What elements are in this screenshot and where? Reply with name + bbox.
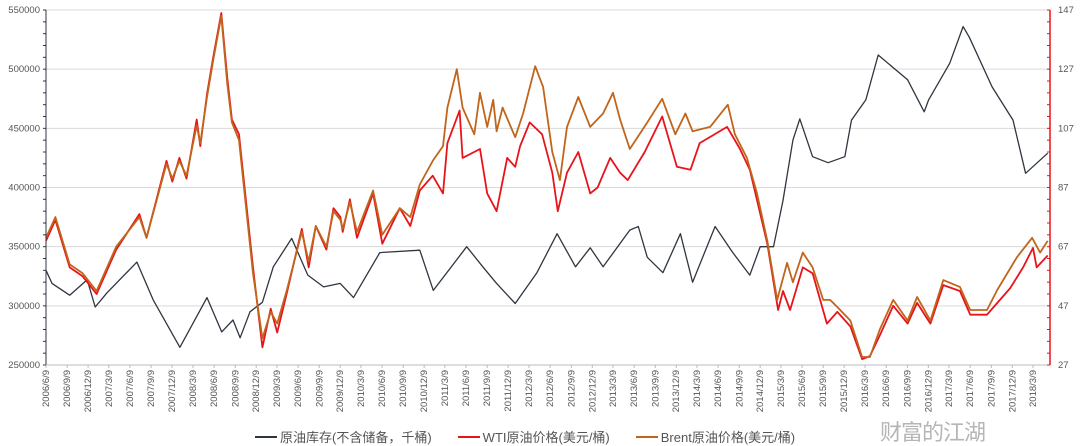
y-left-tick-label: 350000 bbox=[8, 242, 40, 253]
x-tick-label: 2016/12/9 bbox=[923, 370, 934, 412]
x-tick-label: 2017/12/9 bbox=[1007, 370, 1018, 412]
series-line-brent bbox=[45, 14, 1049, 358]
legend-item-wti: WTI原油价格(美元/桶) bbox=[457, 427, 610, 446]
y-left-tick-label: 400000 bbox=[8, 183, 40, 194]
x-tick-label: 2011/6/9 bbox=[461, 370, 472, 406]
x-tick-label: 2012/6/9 bbox=[545, 370, 556, 407]
x-tick-label: 2013/9/9 bbox=[650, 370, 661, 407]
y-left-tick-label: 550000 bbox=[8, 5, 40, 16]
y-right-tick-label: 127 bbox=[1058, 64, 1074, 75]
y-right-tick-label: 27 bbox=[1058, 360, 1069, 371]
x-tick-label: 2016/6/9 bbox=[881, 370, 892, 407]
x-tick-label: 2006/9/9 bbox=[62, 370, 73, 407]
x-tick-label: 2015/9/9 bbox=[818, 370, 829, 407]
legend: 原油库存(不含储备，千桶) WTI原油价格(美元/桶) Brent原油价格(美元… bbox=[255, 427, 795, 446]
x-tick-label: 2009/6/9 bbox=[293, 370, 304, 407]
y-left-tick-label: 450000 bbox=[8, 123, 40, 134]
x-tick-label: 2016/9/9 bbox=[902, 370, 913, 407]
x-tick-label: 2007/12/9 bbox=[167, 370, 178, 412]
x-tick-label: 2006/6/9 bbox=[41, 370, 52, 407]
x-tick-label: 2008/12/9 bbox=[251, 370, 262, 412]
x-tick-label: 2010/12/9 bbox=[419, 370, 430, 412]
y-right-tick-label: 67 bbox=[1058, 242, 1069, 253]
legend-label: 原油库存(不含储备，千桶) bbox=[280, 430, 432, 445]
legend-label: WTI原油价格(美元/桶) bbox=[482, 430, 610, 445]
x-tick-label: 2013/3/9 bbox=[608, 370, 619, 407]
x-tick-label: 2011/9/9 bbox=[482, 370, 493, 406]
y-right-tick-label: 107 bbox=[1058, 123, 1074, 134]
legend-swatch bbox=[457, 435, 480, 438]
x-tick-label: 2015/3/9 bbox=[776, 370, 787, 407]
x-tick-label: 2009/3/9 bbox=[272, 370, 283, 407]
x-tick-label: 2014/6/9 bbox=[713, 370, 724, 407]
x-tick-label: 2018/3/9 bbox=[1028, 370, 1039, 407]
x-tick-label: 2010/9/9 bbox=[398, 370, 409, 407]
x-tick-label: 2012/9/9 bbox=[566, 370, 577, 407]
series-line-inventory bbox=[45, 25, 1049, 348]
x-tick-label: 2010/6/9 bbox=[377, 370, 388, 407]
gridlines bbox=[46, 9, 1050, 307]
x-tick-label: 2011/3/9 bbox=[440, 370, 451, 406]
x-tick-label: 2017/9/9 bbox=[986, 370, 997, 407]
legend-swatch bbox=[255, 435, 277, 438]
x-tick-label: 2009/12/9 bbox=[335, 370, 346, 412]
x-tick-label: 2009/9/9 bbox=[314, 370, 325, 407]
y-left-tick-label: 250000 bbox=[8, 360, 40, 371]
watermark-logo: 财富的江湖 bbox=[880, 420, 986, 445]
legend-item-brent: Brent原油价格(美元/桶) bbox=[635, 427, 796, 446]
x-tick-label: 2008/9/9 bbox=[230, 370, 241, 407]
x-tick-label: 2006/12/9 bbox=[83, 370, 94, 412]
y-left-tick-label: 500000 bbox=[8, 64, 40, 75]
x-tick-label: 2014/12/9 bbox=[755, 370, 766, 412]
x-tick-label: 2015/6/9 bbox=[797, 370, 808, 407]
legend-label: Brent原油价格(美元/桶) bbox=[660, 430, 796, 445]
x-tick-label: 2015/12/9 bbox=[839, 370, 850, 412]
y-right-tick-label: 147 bbox=[1058, 5, 1074, 16]
x-tick-label: 2007/6/9 bbox=[125, 370, 136, 407]
x-tick-label: 2014/3/9 bbox=[692, 370, 703, 407]
y-right-tick-label: 47 bbox=[1058, 301, 1069, 312]
x-tick-label: 2011/12/9 bbox=[503, 370, 514, 412]
x-tick-label: 2017/6/9 bbox=[965, 370, 976, 407]
y-left-tick-label: 300000 bbox=[8, 301, 40, 312]
x-tick-label: 2007/3/9 bbox=[104, 370, 115, 407]
x-tick-label: 2010/3/9 bbox=[356, 370, 367, 407]
series-lines bbox=[45, 12, 1049, 361]
x-tick-label: 2013/6/9 bbox=[629, 370, 640, 407]
x-tick-label: 2008/6/9 bbox=[209, 370, 220, 407]
axes: 250000 300000 350000 400000 450000 500000 5500… bbox=[8, 5, 1074, 412]
x-tick-label: 2016/3/9 bbox=[860, 370, 871, 407]
legend-item-inventory: 原油库存(不含储备，千桶) bbox=[255, 427, 432, 446]
x-tick-label: 2017/3/9 bbox=[944, 370, 955, 407]
x-tick-label: 2012/3/9 bbox=[524, 370, 535, 407]
x-tick-label: 2012/12/9 bbox=[587, 370, 598, 412]
y-right-tick-label: 87 bbox=[1058, 183, 1069, 194]
legend-swatch bbox=[635, 435, 658, 438]
x-tick-label: 2008/3/9 bbox=[188, 370, 199, 407]
x-tick-label: 2007/9/9 bbox=[146, 370, 157, 407]
x-tick-label: 2013/12/9 bbox=[671, 370, 682, 412]
x-tick-label: 2014/9/9 bbox=[734, 370, 745, 407]
